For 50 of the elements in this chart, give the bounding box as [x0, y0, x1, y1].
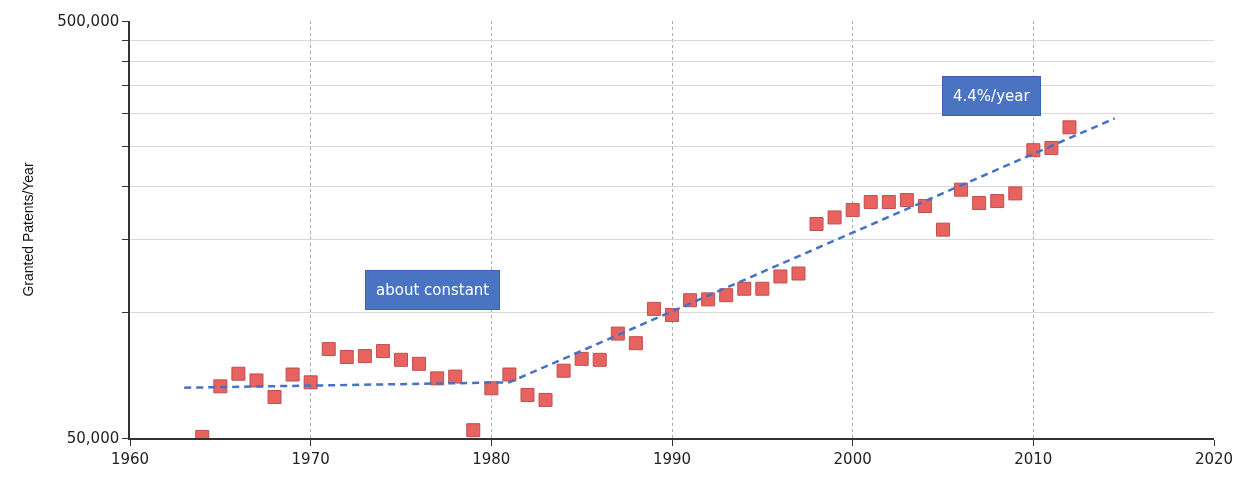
annotation: about constant: [376, 281, 490, 299]
x-tick-label: 2020: [1194, 449, 1234, 468]
point: [1062, 120, 1077, 135]
point: [592, 352, 607, 367]
point: [827, 210, 842, 225]
y-axis-title: Granted Patents/Year: [20, 162, 37, 297]
point: [791, 266, 806, 281]
point: [899, 193, 914, 208]
x-tick-label: 2000: [833, 449, 872, 468]
point: [357, 349, 372, 364]
point: [863, 195, 878, 210]
point: [737, 281, 752, 296]
point: [466, 423, 481, 438]
point: [502, 367, 517, 382]
x-tick-label: 1960: [110, 449, 150, 468]
x-tick-label: 1970: [291, 449, 330, 468]
point: [249, 373, 264, 388]
point: [917, 199, 932, 214]
point: [321, 342, 336, 357]
point: [936, 222, 950, 237]
point: [520, 388, 535, 402]
point: [628, 336, 643, 351]
point: [538, 392, 553, 407]
point: [267, 390, 282, 405]
point: [285, 367, 300, 382]
point: [809, 216, 824, 231]
point: [1008, 186, 1023, 201]
annotation: 4.4%/year: [953, 87, 1031, 105]
point: [412, 356, 427, 371]
y-tick-label: 50,000: [66, 429, 120, 448]
point: [213, 379, 228, 394]
point: [556, 363, 571, 378]
x-tick-label: 1980: [472, 449, 511, 468]
point: [845, 203, 860, 218]
y-tick-label: 500,000: [57, 12, 120, 31]
point: [231, 366, 246, 381]
point: [755, 281, 770, 296]
point: [339, 350, 354, 364]
point: [375, 344, 390, 359]
point: [972, 196, 987, 211]
point: [448, 369, 463, 384]
point: [646, 301, 661, 316]
x-tick-label: 1990: [652, 449, 692, 468]
point: [990, 194, 1005, 209]
point: [394, 352, 408, 367]
point: [773, 269, 788, 284]
point: [881, 195, 896, 210]
point: [574, 351, 589, 366]
x-tick-label: 2010: [1014, 449, 1053, 468]
point: [719, 288, 734, 303]
